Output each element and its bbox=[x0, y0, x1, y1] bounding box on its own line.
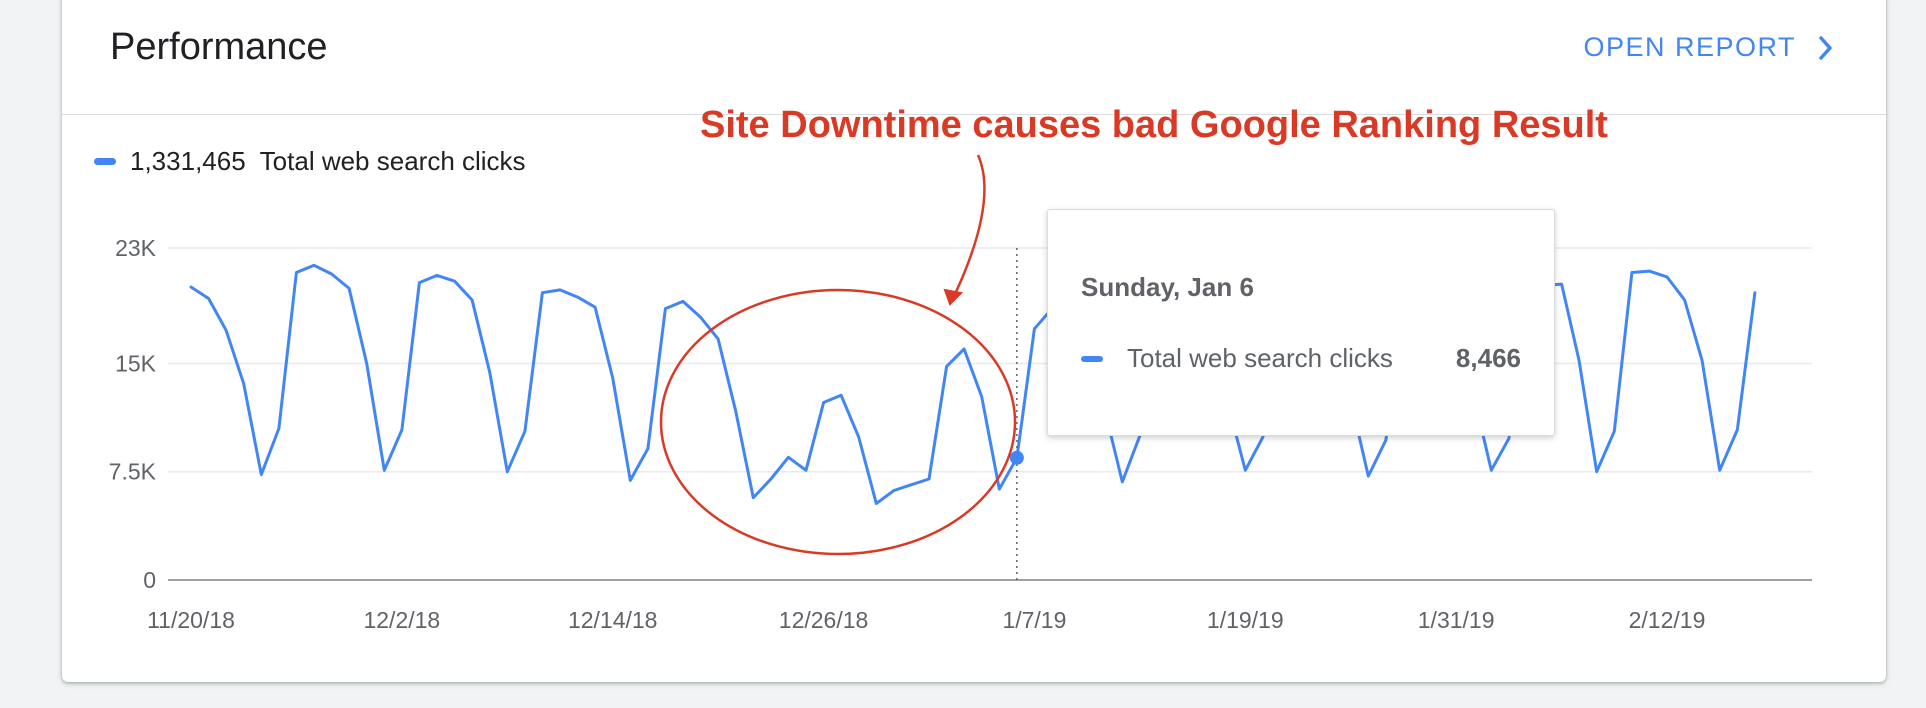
x-tick-label: 1/7/19 bbox=[1002, 607, 1066, 633]
legend-total: 1,331,465 bbox=[130, 146, 246, 176]
legend-label: Total web search clicks bbox=[259, 146, 526, 176]
chart-legend[interactable]: 1,331,465 Total web search clicks bbox=[94, 146, 526, 177]
highlight-point[interactable] bbox=[1009, 450, 1024, 465]
annotation-text: Site Downtime causes bad Google Ranking … bbox=[700, 104, 1608, 146]
open-report-label[interactable]: OPEN REPORT bbox=[1583, 32, 1796, 62]
x-tick-label: 1/19/19 bbox=[1207, 607, 1284, 633]
open-report-button[interactable]: OPEN REPORT bbox=[1583, 32, 1834, 63]
legend-swatch bbox=[94, 158, 116, 165]
annotation-arrow bbox=[954, 154, 986, 293]
x-tick-label: 12/26/18 bbox=[779, 607, 869, 633]
x-tick-label: 12/2/18 bbox=[363, 607, 440, 633]
tooltip-value: 8,466 bbox=[1455, 343, 1521, 373]
y-tick-label: 0 bbox=[143, 567, 156, 593]
x-tick-label: 12/14/18 bbox=[568, 607, 658, 633]
chart-tooltip: Sunday, Jan 6 Total web search clicks 8,… bbox=[1047, 209, 1555, 436]
tooltip-date: Sunday, Jan 6 bbox=[1081, 272, 1254, 302]
annotation-arrow-head bbox=[943, 288, 964, 306]
tooltip-series-label: Total web search clicks bbox=[1127, 343, 1393, 373]
chevron-right-icon[interactable] bbox=[1818, 35, 1834, 61]
tooltip-row: Total web search clicks 8,466 bbox=[1081, 343, 1521, 374]
performance-card: Performance OPEN REPORT bbox=[62, 0, 1886, 682]
x-tick-label: 11/20/18 bbox=[147, 607, 235, 633]
series-line-total-web-search-clicks[interactable] bbox=[189, 263, 1757, 505]
y-tick-label: 23K bbox=[115, 235, 157, 261]
x-tick-label: 1/31/19 bbox=[1418, 607, 1495, 633]
card-header: Performance OPEN REPORT bbox=[62, 0, 1886, 115]
y-tick-label: 15K bbox=[115, 350, 157, 376]
x-tick-label: 2/12/19 bbox=[1629, 607, 1706, 633]
tooltip-swatch bbox=[1081, 355, 1103, 362]
card-title: Performance bbox=[110, 26, 328, 68]
y-tick-label: 7.5K bbox=[109, 459, 157, 485]
annotation-ellipse bbox=[659, 288, 1017, 556]
